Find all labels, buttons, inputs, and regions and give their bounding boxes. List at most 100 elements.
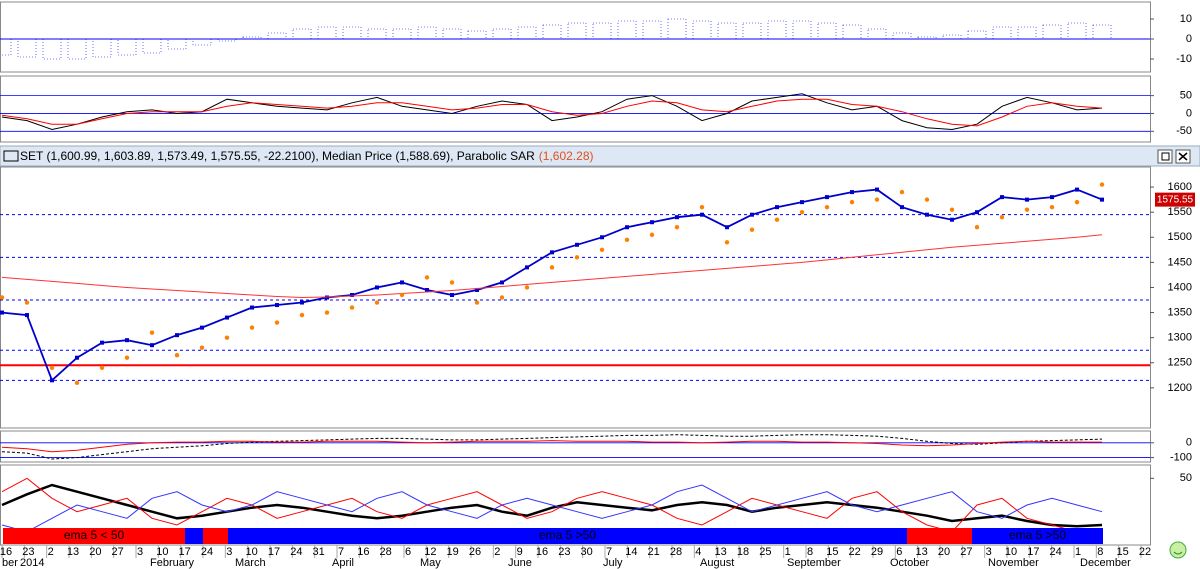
status-smile (1173, 551, 1183, 555)
x-tick-label: 2 (494, 546, 500, 558)
sar-dot (424, 275, 430, 280)
sar-dot (149, 330, 155, 335)
x-tick-label: 7 (338, 546, 344, 558)
x-tick-label: 26 (469, 546, 481, 558)
bar (442, 28, 462, 40)
price-mark (350, 292, 354, 297)
signal-label: ema 5 >50 (1009, 528, 1066, 542)
sar-dot (224, 335, 230, 340)
maximize-icon (1161, 152, 1170, 161)
price-mark (75, 355, 79, 360)
close-icon (1178, 152, 1188, 161)
bar (692, 20, 712, 40)
signal-label: ema 5 >50 (539, 528, 596, 542)
sar-dot (399, 292, 405, 298)
month-label: November (988, 557, 1039, 569)
x-tick-label: 27 (960, 546, 972, 558)
bar (992, 26, 1012, 40)
price-mark (750, 212, 754, 217)
y-tick-label: 1450 (1168, 256, 1192, 268)
bar (467, 30, 487, 40)
price-mark (775, 205, 779, 210)
signal-segment (972, 528, 1103, 544)
price-mark (875, 187, 879, 192)
price-mark (300, 300, 304, 305)
bar (667, 18, 687, 40)
x-tick-label: 20 (938, 546, 950, 558)
price-mark (275, 303, 279, 308)
bar (742, 22, 762, 40)
bar (267, 32, 287, 40)
x-tick-label: 15 (1117, 546, 1129, 558)
x-tick-label: 1 (1075, 546, 1081, 558)
sar-dot (274, 320, 280, 325)
price-mark (25, 313, 29, 318)
x-tick-label: 17 (1027, 546, 1039, 558)
bar (817, 22, 837, 40)
series-line (1, 440, 1102, 453)
bar (192, 38, 212, 46)
sar-dot (599, 247, 605, 253)
series-line (1, 234, 1103, 299)
bar (1042, 24, 1062, 40)
bar (1017, 26, 1037, 40)
month-label: ber (2, 557, 18, 569)
price-mark (175, 333, 179, 338)
bar (567, 22, 587, 40)
x-tick-label: 15 (826, 546, 838, 558)
x-tick-label: 20 (89, 546, 101, 558)
sar-dot (174, 353, 180, 358)
bar (842, 24, 862, 40)
x-tick-label: 22 (1139, 546, 1151, 558)
y-tick-label: -100 (1170, 451, 1192, 463)
sar-dot (524, 285, 530, 290)
sar-dot (1074, 199, 1080, 205)
x-tick-label: 9 (517, 546, 523, 558)
price-mark (425, 287, 429, 292)
price-mark (1000, 195, 1004, 200)
month-label: December (1080, 557, 1131, 569)
x-tick-label: 13 (67, 546, 79, 558)
bar (92, 38, 112, 58)
sar-dot (499, 295, 505, 300)
bar (142, 38, 162, 54)
y-tick-label: 50 (1180, 472, 1192, 484)
bar (17, 38, 37, 58)
sar-dot (999, 214, 1005, 220)
status-icon[interactable] (1169, 541, 1187, 559)
price-mark (650, 220, 654, 225)
price-mark (50, 378, 54, 383)
bar (167, 38, 187, 50)
maximize-button[interactable] (1157, 149, 1173, 164)
y-tick-label: 1300 (1168, 332, 1192, 344)
x-tick-label: 28 (380, 546, 392, 558)
bar (242, 36, 262, 40)
month-label: August (700, 557, 734, 569)
x-tick-label: 24 (290, 546, 302, 558)
series-line (1, 98, 1103, 127)
price-mark (600, 235, 604, 240)
panel-frame (0, 1, 1151, 73)
month-label: September (787, 557, 841, 569)
bar (642, 20, 662, 40)
bar (417, 26, 437, 40)
sar-dot (124, 355, 130, 360)
sar-dot (649, 232, 655, 237)
signal-segment (228, 528, 907, 544)
bar (67, 38, 87, 60)
price-mark (925, 212, 929, 217)
y-tick-label: 0 (1186, 107, 1192, 119)
bar (217, 38, 237, 42)
price-mark (500, 280, 504, 285)
bar (117, 38, 137, 56)
bar (867, 28, 887, 40)
sar-dot (849, 199, 855, 205)
sar-dot (299, 312, 305, 318)
bar (42, 38, 62, 60)
price-mark (150, 343, 154, 348)
x-tick-label: 6 (896, 546, 902, 558)
x-tick-label: 30 (581, 546, 593, 558)
bar (967, 30, 987, 40)
x-tick-label: 13 (916, 546, 928, 558)
